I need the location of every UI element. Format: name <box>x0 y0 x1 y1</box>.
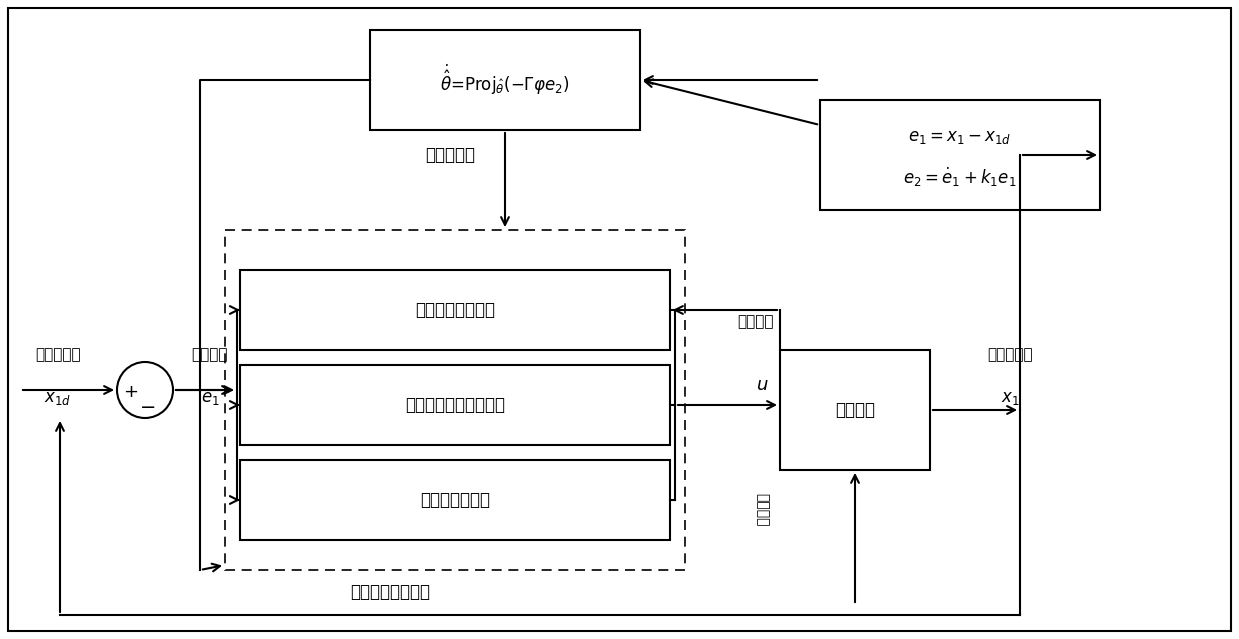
Text: 参数自适应: 参数自适应 <box>425 146 475 164</box>
Text: $u$: $u$ <box>756 376 768 394</box>
Text: $-$: $-$ <box>139 397 155 415</box>
Text: 线性鲁棒反馈项: 线性鲁棒反馈项 <box>420 491 489 509</box>
Text: $x_{1d}$: $x_{1d}$ <box>45 389 72 407</box>
Bar <box>781 350 930 470</box>
Bar <box>240 365 670 445</box>
Text: $+$: $+$ <box>124 383 139 401</box>
Text: 输出角位移: 输出角位移 <box>987 348 1033 362</box>
Bar <box>240 460 670 540</box>
Text: 外部干扰: 外部干扰 <box>755 493 769 527</box>
Text: $e_1=x_1-x_{1d}$: $e_1=x_1-x_{1d}$ <box>908 128 1012 146</box>
Text: 连续非线性鲁棒反馈项: 连续非线性鲁棒反馈项 <box>405 396 506 414</box>
Text: 输出角位移: 输出角位移 <box>35 348 81 362</box>
Text: $\dot{\hat{\theta}}$=Proj$_{\hat{\theta}}$($-\Gamma\varphi e_2$): $\dot{\hat{\theta}}$=Proj$_{\hat{\theta}… <box>440 63 570 97</box>
Bar <box>225 230 685 570</box>
Text: 跟踪误差: 跟踪误差 <box>192 348 228 362</box>
Bar <box>820 100 1100 210</box>
Text: $e_2=\dot{e}_1+k_1e_1$: $e_2=\dot{e}_1+k_1e_1$ <box>903 166 1017 189</box>
Text: $e_1$: $e_1$ <box>201 389 219 407</box>
Text: 电流反馈: 电流反馈 <box>737 314 773 330</box>
Bar <box>370 30 641 130</box>
Text: 直流电机: 直流电机 <box>835 401 875 419</box>
Text: 基于模型前馈补偿: 基于模型前馈补偿 <box>415 301 496 319</box>
Text: $x_1$: $x_1$ <box>1001 389 1020 407</box>
Bar <box>240 270 670 350</box>
Text: 自适应鲁棒控制器: 自适应鲁棒控制器 <box>349 583 430 601</box>
